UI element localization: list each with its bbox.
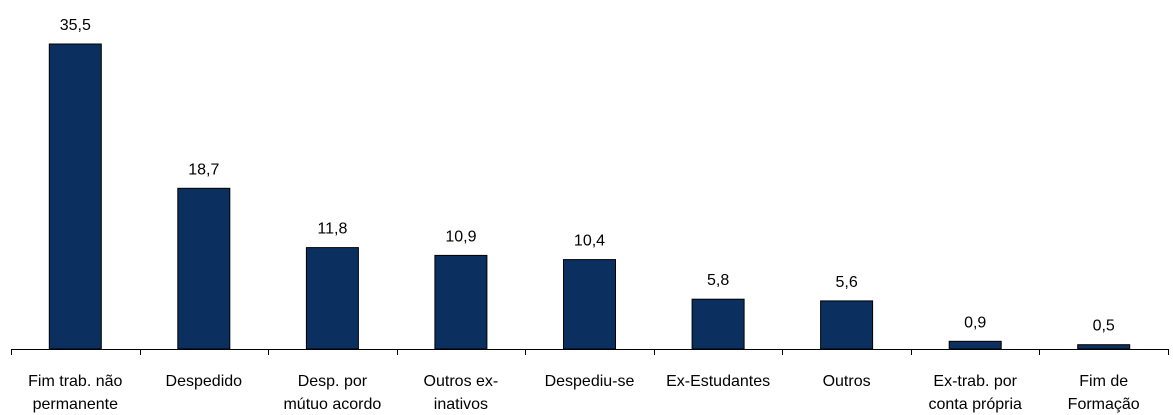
x-tick-label: Fim trab. não permanente [28, 373, 122, 413]
x-tick-label-line: Ex-trab. por [933, 373, 1017, 390]
bar [434, 254, 488, 350]
bar [820, 300, 874, 350]
bar-value-label: 0,9 [964, 314, 986, 331]
bar-value-label: 5,6 [835, 274, 857, 291]
x-tick-label: Ex-Estudantes [666, 373, 770, 390]
bar [563, 259, 616, 350]
bar [1077, 344, 1131, 350]
x-tick-label-line: mútuo acordo [283, 396, 381, 413]
x-tick-label-line: conta própria [929, 396, 1022, 413]
bar-value-label: 18,7 [188, 161, 219, 178]
x-tick-label-line: permanente [33, 396, 118, 413]
x-tick-label-line: inativos [434, 396, 488, 413]
bar-value-label: 10,9 [445, 228, 476, 245]
bar-value-label: 35,5 [60, 17, 91, 34]
x-tick-label-line: Ex-Estudantes [666, 373, 770, 390]
x-tick-label: Despediu-se [545, 373, 635, 390]
bar-value-label: 0,5 [1093, 318, 1115, 335]
bar-value-label: 5,8 [707, 272, 729, 289]
bars-layer [48, 43, 1131, 350]
x-tick-label: Fim de Formação [1068, 373, 1140, 413]
bar-value-label: 10,4 [574, 233, 605, 250]
x-tick-label: Outros ex-inativos [424, 373, 499, 413]
x-tick-label-line: Despedido [166, 373, 243, 390]
bar [691, 298, 745, 350]
x-tick-label-line: Despediu-se [545, 373, 635, 390]
x-tick-label: Outros [823, 373, 871, 390]
x-tick-label-line: Outros ex- [424, 373, 499, 390]
x-tick-label-line: Desp. por [298, 373, 368, 390]
bar [948, 340, 1002, 350]
x-tick-label-line: Formação [1068, 396, 1140, 413]
bar [177, 187, 231, 350]
bar [305, 247, 359, 350]
x-tick-label-line: Fim trab. não [28, 373, 122, 390]
bar [48, 43, 102, 350]
x-tick-label: Desp. por mútuo acordo [283, 373, 381, 413]
x-tick-label-line: Fim de [1079, 373, 1128, 390]
bar-value-label: 11,8 [317, 221, 347, 238]
x-tick-label-line: Outros [823, 373, 871, 390]
x-axis [11, 349, 1169, 355]
x-tick-label: Despedido [166, 373, 243, 390]
x-tick-label: Ex-trab. por conta própria [929, 373, 1022, 413]
labels-layer: 35,5 Fim trab. não permanente 18,7 Despedido… [28, 17, 1140, 413]
